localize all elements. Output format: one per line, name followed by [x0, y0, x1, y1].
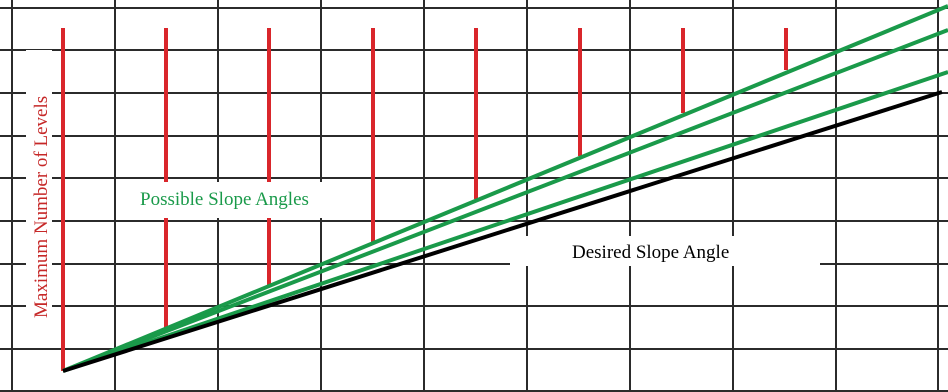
black-label-backdrop [510, 236, 820, 266]
y-axis-label: Maximum Number of Levels [31, 96, 52, 318]
possible-slope-line [62, 4, 948, 373]
possible-slope-line [62, 70, 948, 373]
desired-slope-angle-label: Desired Slope Angle [572, 242, 729, 263]
possible-slope-angles-label: Possible Slope Angles [140, 189, 309, 210]
desired-slope-line [62, 90, 943, 373]
level-bars [61, 28, 788, 371]
slope-lines [62, 4, 948, 373]
green-label-backdrop [120, 182, 358, 218]
y-label-backdrop [26, 50, 52, 320]
possible-slope-line [62, 28, 948, 373]
